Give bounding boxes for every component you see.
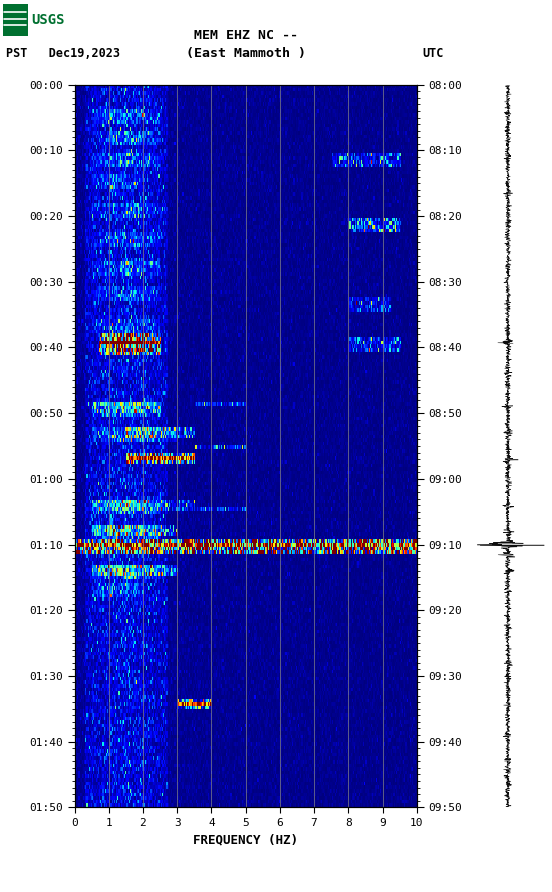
Text: MEM EHZ NC --: MEM EHZ NC -- xyxy=(194,29,298,42)
Text: PST   Dec19,2023: PST Dec19,2023 xyxy=(6,47,120,60)
X-axis label: FREQUENCY (HZ): FREQUENCY (HZ) xyxy=(193,833,298,847)
Text: UTC: UTC xyxy=(422,47,444,60)
Text: USGS: USGS xyxy=(31,13,65,27)
Text: (East Mammoth ): (East Mammoth ) xyxy=(185,47,306,60)
FancyBboxPatch shape xyxy=(3,4,28,36)
